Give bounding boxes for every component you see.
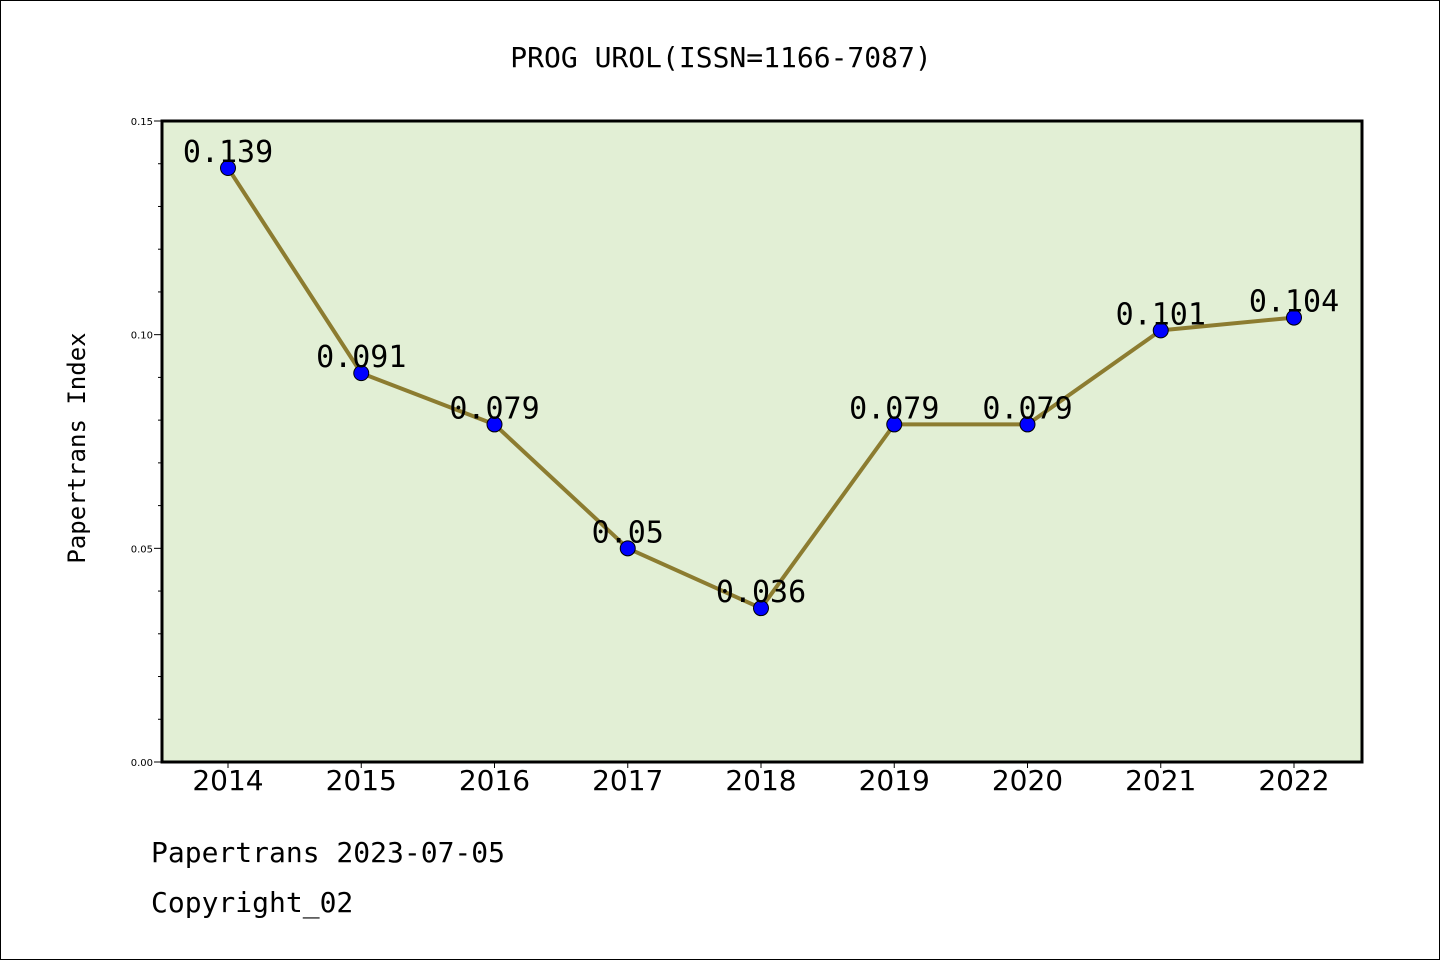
data-point — [1019, 416, 1036, 433]
x-tick-label: 2022 — [1258, 764, 1329, 797]
x-tick-label: 2020 — [992, 764, 1063, 797]
data-point — [353, 365, 370, 382]
data-labels: 0.139 0.091 0.079 0.05 0.036 0.079 0.079 0.101 0… — [183, 135, 1339, 610]
data-point — [1286, 309, 1302, 326]
data-point — [619, 540, 636, 557]
data-point — [220, 160, 236, 177]
data-label: 0.05 — [592, 515, 664, 550]
x-tick-label: 2017 — [592, 764, 663, 797]
y-tick-label: 0.10 — [131, 331, 153, 342]
x-tick-label: 2016 — [459, 764, 530, 797]
data-label: 0.091 — [316, 340, 406, 375]
data-point — [1152, 322, 1169, 339]
data-points — [220, 160, 1302, 617]
data-label: 0.079 — [982, 391, 1072, 426]
y-tick-label: 0.15 — [131, 117, 153, 128]
x-tick-label: 2019 — [859, 764, 930, 797]
y-axis-label: Papertrans Index — [63, 332, 91, 563]
x-tick-label: 2018 — [725, 764, 796, 797]
x-tick-label: 2015 — [326, 764, 397, 797]
footer-copyright: Copyright_02 — [151, 886, 354, 919]
x-tick-label: 2014 — [192, 764, 263, 797]
y-axis-ticks: 0.00 0.05 0.10 0.15 — [131, 117, 162, 769]
data-label: 0.079 — [849, 391, 939, 426]
data-label: 0.104 — [1249, 285, 1339, 320]
y-tick-label: 0.00 — [131, 758, 153, 769]
data-label: 0.036 — [716, 575, 806, 610]
x-tick-label: 2021 — [1125, 764, 1196, 797]
data-label: 0.101 — [1116, 297, 1206, 332]
data-label: 0.139 — [183, 135, 273, 170]
y-tick-label: 0.05 — [131, 544, 153, 555]
data-point — [886, 416, 903, 433]
data-point — [486, 416, 503, 433]
data-point — [753, 600, 769, 617]
footer-date: Papertrans 2023-07-05 — [151, 836, 506, 869]
plot-area — [160, 119, 1364, 764]
data-label: 0.079 — [449, 391, 539, 426]
x-axis-ticks: 2014 2015 2016 2017 2018 2019 2020 2021 2022 — [192, 762, 1330, 797]
chart-title: PROG UROL(ISSN=1166-7087) — [510, 41, 931, 74]
